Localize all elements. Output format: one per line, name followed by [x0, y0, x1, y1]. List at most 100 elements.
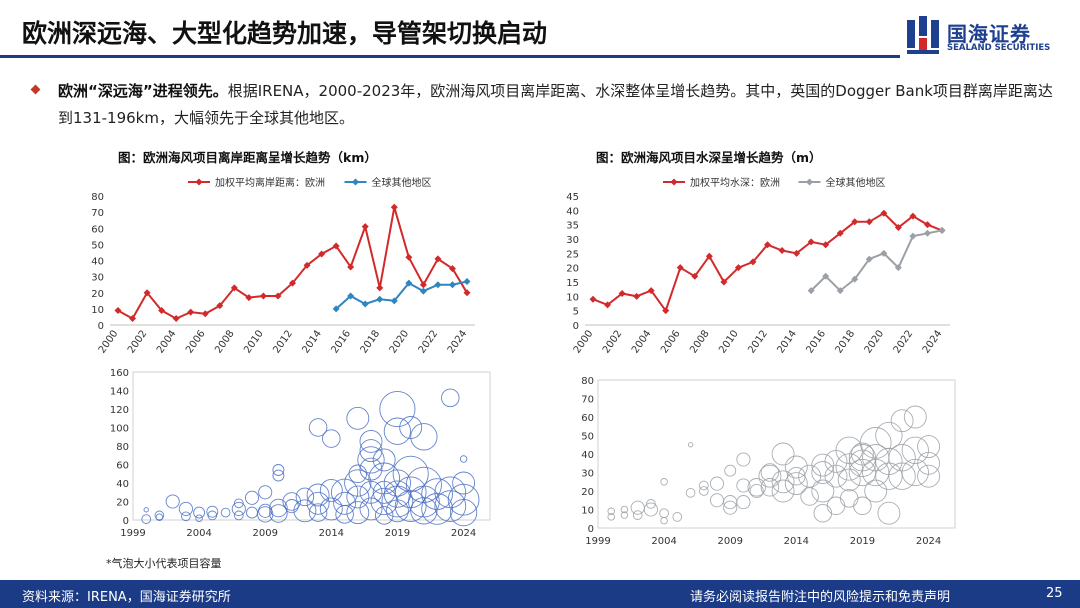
footer-source: 资料来源：IRENA，国海证券研究所: [22, 590, 231, 605]
depth-point-1: [822, 272, 830, 280]
dist-point-0: [434, 255, 442, 263]
dist-bubble-bubble: [359, 429, 383, 453]
depth-bubble-bubble: [784, 455, 808, 479]
dist-point-0: [347, 263, 355, 271]
dist-point-0: [448, 265, 456, 273]
dist-point-0: [419, 281, 427, 289]
depth-legend-label-1: 全球其他地区: [826, 176, 886, 189]
dist-point-1: [434, 281, 442, 289]
dist-bubble-bubble: [322, 429, 341, 448]
depth-y-tick: 25: [566, 249, 579, 260]
depth-bubble-x-tick: 2004: [651, 536, 676, 547]
depth-bubble-bubble: [698, 480, 709, 491]
depth-bubble-bubble: [758, 464, 782, 488]
dist-y-tick: 50: [91, 240, 104, 251]
depth-series-line-0: [592, 211, 943, 313]
depth-point-0: [749, 258, 757, 266]
dist-bubble-bubble: [193, 506, 206, 519]
dist-bubble-bubble: [269, 504, 288, 523]
depth-x-tick: 2006: [659, 328, 683, 355]
depth-bubble-y-tick: 50: [581, 432, 594, 443]
dist-bubble-bubble: [233, 498, 244, 509]
dist-bubble-bubble: [284, 499, 299, 514]
depth-bubble-bubble: [723, 495, 738, 510]
depth-bubble-bubble: [800, 487, 819, 506]
dist-bubble-x-tick: 2024: [451, 528, 476, 539]
depth-y-tick: 20: [566, 264, 579, 275]
dist-y-tick: 60: [91, 224, 104, 235]
dist-bubble-y-tick: 40: [116, 479, 129, 490]
depth-bubble-bubble: [646, 499, 656, 509]
dist-point-1: [376, 295, 384, 303]
depth-bubble-bubble: [630, 500, 645, 515]
chart1-title: 图：欧洲海风项目离岸距离呈增长趋势（km）: [118, 150, 377, 165]
depth-bubble-y-tick: 10: [581, 506, 594, 517]
dist-bubble-y-tick: 120: [110, 405, 129, 416]
dist-bubble-bubble: [346, 485, 370, 509]
dist-x-tick: 2002: [126, 328, 150, 355]
bullet-diamond-icon: [30, 84, 41, 95]
depth-point-0: [647, 287, 655, 295]
depth-bubble-x-tick: 2014: [784, 536, 809, 547]
dist-point-0: [361, 223, 369, 231]
depth-bubble-y-tick: 70: [581, 395, 594, 406]
depth-point-0: [676, 264, 684, 272]
dist-point-1: [448, 281, 456, 289]
depth-bubble-bubble: [660, 478, 668, 486]
depth-bubble-bubble: [723, 500, 738, 515]
dist-bubble-x-tick: 2009: [252, 528, 277, 539]
dist-bubble-bubble: [441, 388, 460, 408]
dist-bubble-bubble: [383, 469, 412, 497]
depth-bubble-bubble: [853, 496, 872, 516]
depth-bubble-bubble: [864, 479, 888, 503]
dist-y-tick: 0: [98, 321, 104, 332]
dist-legend-label-0: 加权平均离岸距离：欧洲: [215, 176, 325, 189]
depth-y-tick: 10: [566, 292, 579, 303]
dist-bubble-bubble: [421, 478, 453, 510]
dist-bubble-bubble: [359, 457, 383, 481]
depth-bubble-bubble: [850, 442, 874, 466]
dist-x-tick: 2004: [155, 328, 179, 355]
dist-point-0: [463, 289, 471, 297]
dist-x-tick: 2016: [330, 328, 354, 355]
dist-bubble-y-tick: 60: [116, 461, 129, 472]
dist-bubble-bubble: [410, 423, 438, 451]
dist-point-0: [405, 253, 413, 261]
dist-bubble-bubble: [272, 464, 285, 476]
dist-point-0: [376, 284, 384, 292]
dist-bubble-bubble: [421, 493, 453, 525]
dist-point-0: [114, 306, 122, 314]
dist-legend-label-1: 全球其他地区: [372, 176, 432, 189]
depth-legend-marker-0: [670, 178, 678, 186]
dist-bubble-plot-frame: [132, 371, 491, 521]
depth-y-tick: 15: [566, 278, 579, 289]
depth-bubble-bubble: [736, 495, 751, 510]
dist-point-0: [274, 292, 282, 300]
summary-text: 根据IRENA，2000-2023年，欧洲海风项目离岸距离、水深整体呈增长趋势。…: [58, 82, 1053, 127]
dist-bubble-bubble: [258, 485, 273, 500]
depth-point-0: [589, 295, 597, 303]
dist-bubble-bubble: [348, 464, 368, 484]
depth-bubble-bubble: [659, 508, 669, 519]
dist-point-0: [332, 242, 340, 250]
dist-series-line-1: [335, 280, 468, 310]
dist-bubble-bubble: [178, 501, 193, 516]
dist-bubble-bubble: [319, 478, 343, 502]
depth-bubble-bubble: [813, 503, 833, 523]
dist-bubble-bubble: [447, 483, 480, 516]
dist-point-1: [332, 305, 340, 313]
depth-legend-marker-1: [806, 178, 813, 186]
depth-point-1: [880, 249, 888, 257]
depth-bubble-bubble: [709, 476, 725, 491]
depth-bubble-bubble: [784, 472, 808, 496]
dist-bubble-bubble: [359, 439, 383, 463]
depth-bubble-bubble: [903, 405, 927, 429]
dist-series-line-0: [117, 207, 468, 320]
dist-x-tick: 2008: [213, 328, 237, 355]
depth-point-0: [662, 307, 670, 315]
depth-bubble-bubble: [901, 436, 929, 464]
depth-bubble-bubble: [736, 478, 751, 493]
footer-bar: [0, 580, 1080, 608]
dist-bubble-bubble: [154, 510, 165, 521]
logo-text-cn: 国海证券: [947, 22, 1031, 46]
